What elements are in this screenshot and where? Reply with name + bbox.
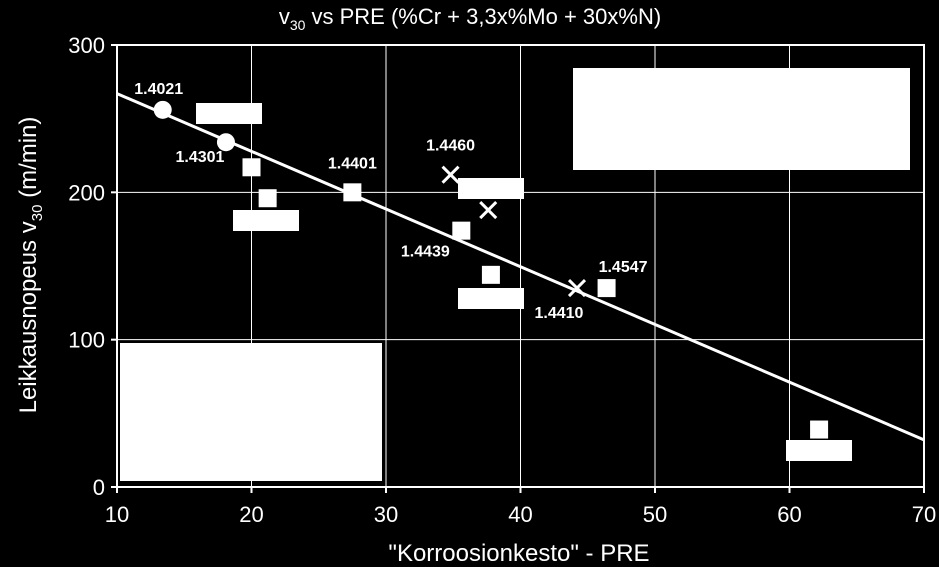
point-label: 1.4547 <box>599 259 648 276</box>
tick-labels: 10 20 30 40 50 60 70 0 100 200 300 <box>68 33 936 527</box>
data-marks: 1.4021 1.4301 1.4401 1.4439 1.4547 1.4460 1.44… <box>134 81 829 439</box>
square-marker <box>597 279 616 298</box>
x-axis-label: "Korroosionkesto" - PRE <box>388 540 649 567</box>
square-marker <box>810 420 829 439</box>
x-tick-label: 10 <box>105 502 129 527</box>
redaction-box <box>786 440 852 461</box>
point-label: 1.4460 <box>426 138 475 155</box>
y-tick-label: 0 <box>93 475 105 500</box>
trend-line <box>116 92 925 442</box>
point-label: 1.4021 <box>134 81 183 98</box>
y-tick-label: 200 <box>68 180 105 205</box>
x-tick-label: 60 <box>777 502 801 527</box>
cross-stroke <box>441 165 460 184</box>
circle-marker <box>153 100 172 119</box>
square-marker <box>452 221 471 240</box>
redaction-box <box>458 178 524 199</box>
cross-marker <box>479 200 498 220</box>
chart-title: v30 vs PRE (%Cr + 3,3x%Mo + 30x%N) <box>279 4 661 33</box>
point-label: 1.4301 <box>175 149 224 166</box>
x-tick-label: 70 <box>912 502 936 527</box>
point-label: 1.4401 <box>328 155 377 172</box>
y-tick-label: 300 <box>68 33 105 58</box>
point-label: 1.4410 <box>535 305 584 322</box>
redaction-box <box>573 68 910 170</box>
circle-marker <box>216 133 235 152</box>
square-marker <box>242 158 261 177</box>
square-marker <box>481 265 500 284</box>
redaction-box <box>196 103 262 124</box>
x-tick-label: 50 <box>643 502 667 527</box>
redaction-box <box>233 210 299 231</box>
x-tick-label: 40 <box>508 502 532 527</box>
y-axis-label: Leikkausnopeus v30 (m/min) <box>15 117 46 414</box>
redaction-boxes <box>120 68 910 481</box>
point-label: 1.4439 <box>401 244 450 261</box>
plot-frame <box>111 44 925 493</box>
cross-marker <box>567 279 587 298</box>
x-tick-label: 20 <box>239 502 263 527</box>
y-tick-label: 100 <box>68 328 105 353</box>
square-marker <box>258 189 277 208</box>
redaction-box <box>458 288 524 309</box>
cross-stroke <box>567 279 587 298</box>
square-marker <box>343 183 362 202</box>
cross-marker <box>441 165 460 184</box>
cross-stroke <box>479 200 498 220</box>
x-tick-label: 30 <box>374 502 398 527</box>
redaction-box <box>120 343 382 481</box>
